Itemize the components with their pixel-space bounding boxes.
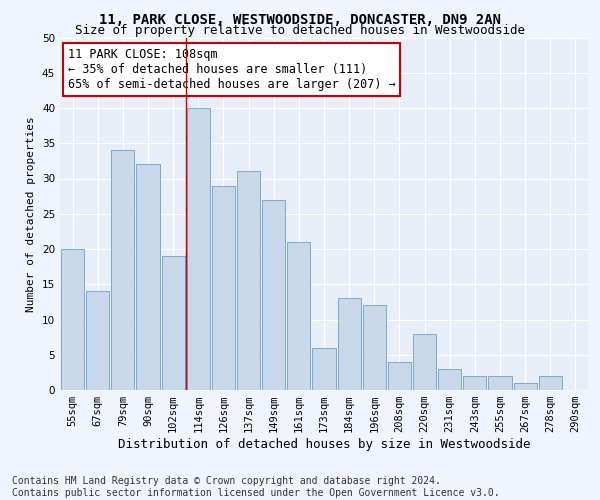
Bar: [187, 108, 210, 390]
Bar: [136, 164, 160, 390]
Bar: [313, 348, 335, 390]
Bar: [237, 172, 260, 390]
Bar: [488, 376, 512, 390]
Bar: [463, 376, 487, 390]
Text: 11 PARK CLOSE: 108sqm
← 35% of detached houses are smaller (111)
65% of semi-det: 11 PARK CLOSE: 108sqm ← 35% of detached …: [68, 48, 395, 91]
Text: 11, PARK CLOSE, WESTWOODSIDE, DONCASTER, DN9 2AN: 11, PARK CLOSE, WESTWOODSIDE, DONCASTER,…: [99, 12, 501, 26]
Bar: [438, 369, 461, 390]
Bar: [111, 150, 134, 390]
Bar: [287, 242, 310, 390]
Bar: [413, 334, 436, 390]
Bar: [61, 249, 84, 390]
Text: Size of property relative to detached houses in Westwoodside: Size of property relative to detached ho…: [75, 24, 525, 37]
X-axis label: Distribution of detached houses by size in Westwoodside: Distribution of detached houses by size …: [118, 438, 530, 451]
Bar: [338, 298, 361, 390]
Bar: [388, 362, 411, 390]
Text: Contains HM Land Registry data © Crown copyright and database right 2024.
Contai: Contains HM Land Registry data © Crown c…: [12, 476, 500, 498]
Bar: [212, 186, 235, 390]
Bar: [161, 256, 185, 390]
Bar: [514, 383, 537, 390]
Bar: [363, 306, 386, 390]
Bar: [86, 292, 109, 390]
Bar: [262, 200, 285, 390]
Y-axis label: Number of detached properties: Number of detached properties: [26, 116, 37, 312]
Bar: [539, 376, 562, 390]
